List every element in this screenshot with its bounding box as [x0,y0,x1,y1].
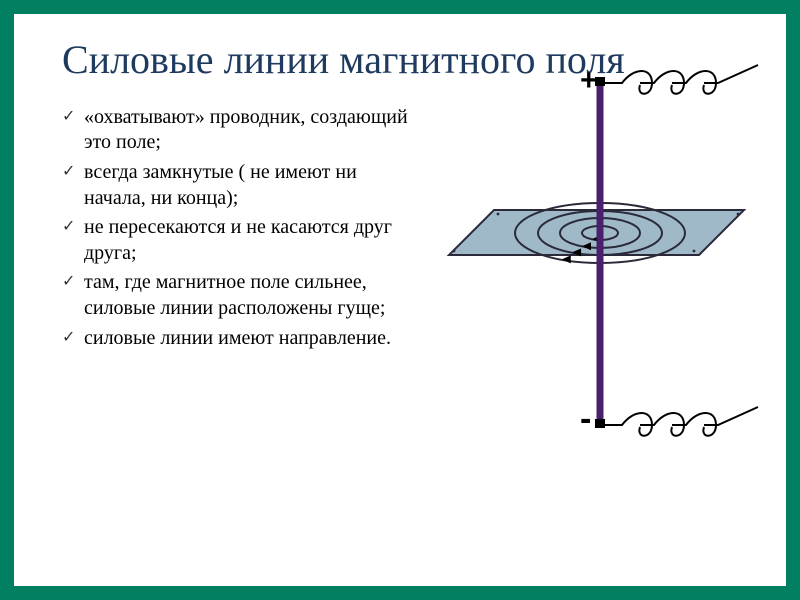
slide-content: Силовые линии магнитного поля «охватываю… [14,14,786,586]
field-diagram: +- [434,105,746,355]
bullet-item: силовые линии имеют направление. [62,326,422,352]
bullet-item: там, где магнитное поле сильнее, силовые… [62,270,422,321]
bullet-item: всегда замкнутые ( не имеют ни начала, н… [62,160,422,211]
diagram-svg: +- [404,0,764,465]
slide-frame: Силовые линии магнитного поля «охватываю… [0,0,800,600]
bullet-item: не пересекаются и не касаются друг друга… [62,215,422,266]
bullet-list: «охватывают» проводник, создающий это по… [62,105,422,355]
body-row: «охватывают» проводник, создающий это по… [62,105,746,355]
svg-text:-: - [580,400,591,438]
svg-text:+: + [580,64,598,97]
bullet-item: «охватывают» проводник, создающий это по… [62,105,422,156]
